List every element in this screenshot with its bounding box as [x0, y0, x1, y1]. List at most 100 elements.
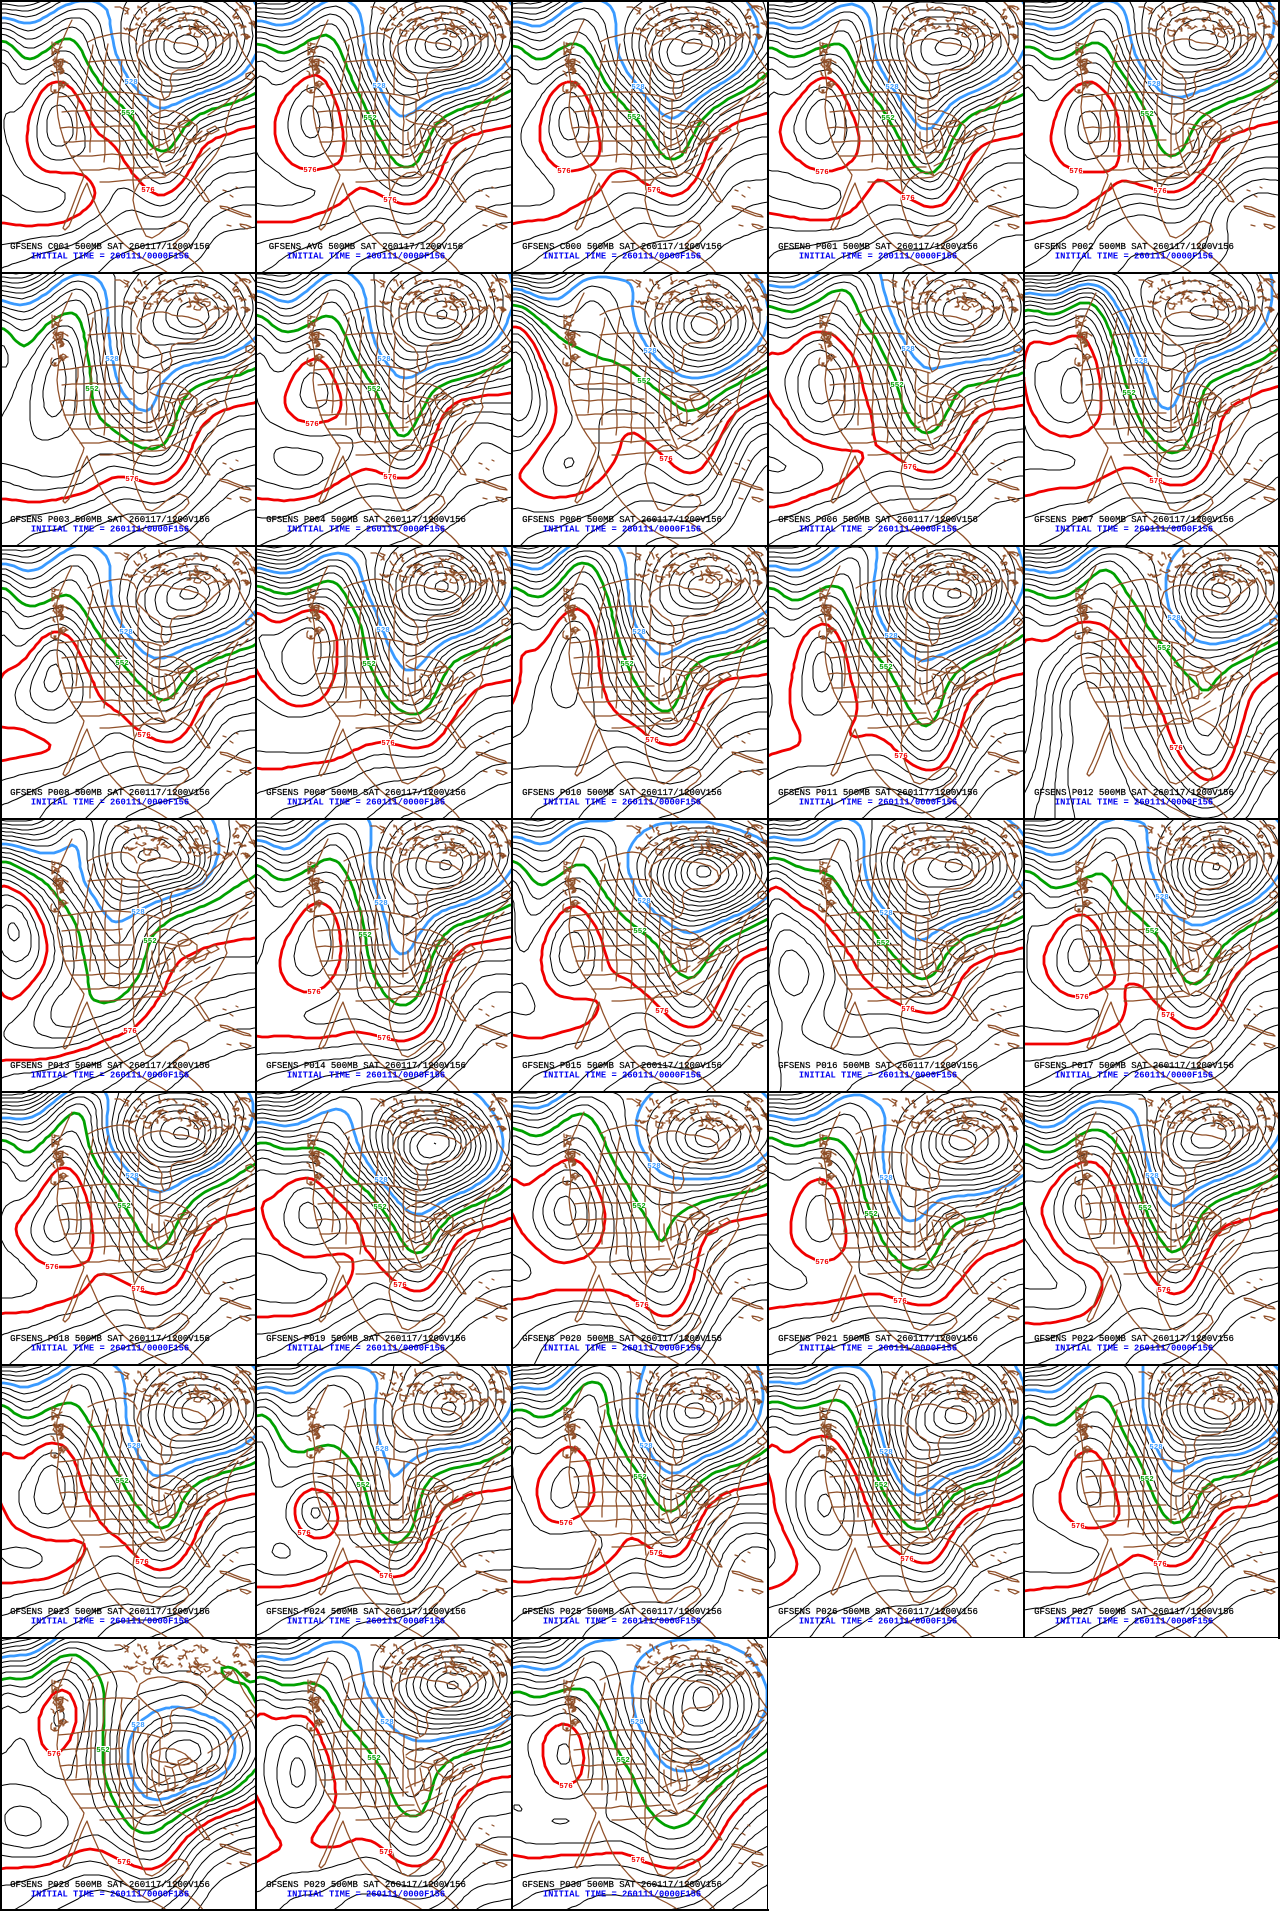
svg-text:552: 552: [85, 386, 99, 394]
svg-text:INITIAL TIME = 260111/0000F156: INITIAL TIME = 260111/0000F156: [543, 252, 701, 262]
svg-text:GFSENS P026 500MB SAT 260117/1: GFSENS P026 500MB SAT 260117/1200V156: [778, 1607, 978, 1617]
svg-text:576: 576: [123, 1028, 137, 1036]
svg-text:552: 552: [143, 938, 157, 946]
svg-text:GFSENS P010 500MB SAT 260117/1: GFSENS P010 500MB SAT 260117/1200V156: [522, 788, 722, 798]
svg-text:GFSENS P021 500MB SAT 260117/1: GFSENS P021 500MB SAT 260117/1200V156: [778, 1334, 978, 1344]
svg-text:GFSENS P007 500MB SAT 260117/1: GFSENS P007 500MB SAT 260117/1200V156: [1034, 515, 1234, 525]
svg-text:GFSENS P029 500MB SAT 260117/1: GFSENS P029 500MB SAT 260117/1200V156: [266, 1880, 466, 1890]
svg-text:528: 528: [119, 629, 133, 637]
svg-text:528: 528: [901, 346, 915, 354]
svg-text:528: 528: [127, 1443, 141, 1451]
svg-text:528: 528: [374, 1177, 388, 1185]
svg-text:552: 552: [627, 114, 641, 122]
svg-text:528: 528: [1155, 894, 1169, 902]
svg-text:552: 552: [632, 1203, 646, 1211]
svg-text:528: 528: [1147, 81, 1161, 89]
svg-text:528: 528: [374, 900, 388, 908]
svg-text:552: 552: [864, 1211, 878, 1219]
svg-text:552: 552: [876, 940, 890, 948]
svg-text:552: 552: [1140, 111, 1154, 119]
svg-text:INITIAL TIME = 260111/0000F156: INITIAL TIME = 260111/0000F156: [1055, 1071, 1213, 1081]
svg-text:576: 576: [559, 1520, 573, 1528]
svg-text:GFSENS C000 500MB SAT 260117/1: GFSENS C000 500MB SAT 260117/1200V156: [522, 242, 722, 252]
svg-text:576: 576: [893, 1298, 907, 1306]
svg-text:GFSENS P011 500MB SAT 260117/1: GFSENS P011 500MB SAT 260117/1200V156: [778, 788, 978, 798]
svg-text:528: 528: [377, 356, 391, 364]
svg-text:GFSENS P002 500MB SAT 260117/1: GFSENS P002 500MB SAT 260117/1200V156: [1034, 242, 1234, 252]
svg-text:528: 528: [1134, 358, 1148, 366]
svg-text:INITIAL TIME = 260111/0000F156: INITIAL TIME = 260111/0000F156: [31, 1071, 189, 1081]
svg-text:INITIAL TIME = 260111/0000F156: INITIAL TIME = 260111/0000F156: [287, 798, 445, 808]
svg-text:INITIAL TIME = 260111/0000F156: INITIAL TIME = 260111/0000F156: [31, 525, 189, 535]
svg-text:576: 576: [635, 1302, 649, 1310]
svg-text:576: 576: [297, 1530, 311, 1538]
svg-text:576: 576: [559, 1783, 573, 1791]
svg-text:552: 552: [115, 1478, 129, 1486]
svg-text:576: 576: [903, 464, 917, 472]
svg-text:576: 576: [125, 476, 139, 484]
svg-text:552: 552: [881, 115, 895, 123]
svg-text:552: 552: [373, 1204, 387, 1212]
svg-text:552: 552: [356, 1482, 370, 1490]
svg-text:552: 552: [874, 1482, 888, 1490]
svg-text:GFSENS P003 500MB SAT 260117/1: GFSENS P003 500MB SAT 260117/1200V156: [10, 515, 210, 525]
svg-text:GFSENS P028 500MB SAT 260117/1: GFSENS P028 500MB SAT 260117/1200V156: [10, 1880, 210, 1890]
svg-text:INITIAL TIME = 260111/0000F156: INITIAL TIME = 260111/0000F156: [799, 525, 957, 535]
svg-text:528: 528: [376, 627, 390, 635]
svg-text:528: 528: [372, 83, 386, 91]
svg-text:528: 528: [884, 633, 898, 641]
svg-text:GFSENS P006 500MB SAT 260117/1: GFSENS P006 500MB SAT 260117/1200V156: [778, 515, 978, 525]
svg-text:576: 576: [305, 421, 319, 429]
svg-text:528: 528: [885, 84, 899, 92]
svg-text:552: 552: [633, 1474, 647, 1482]
svg-text:528: 528: [879, 1449, 893, 1457]
svg-text:GFSENS P015 500MB SAT 260117/1: GFSENS P015 500MB SAT 260117/1200V156: [522, 1061, 722, 1071]
svg-text:GFSENS P004 500MB SAT 260117/1: GFSENS P004 500MB SAT 260117/1200V156: [266, 515, 466, 525]
svg-text:528: 528: [631, 84, 645, 92]
svg-text:GFSENS P022 500MB SAT 260117/1: GFSENS P022 500MB SAT 260117/1200V156: [1034, 1334, 1234, 1344]
svg-text:INITIAL TIME = 260111/0000F156: INITIAL TIME = 260111/0000F156: [799, 798, 957, 808]
svg-text:552: 552: [637, 378, 651, 386]
svg-text:528: 528: [131, 909, 145, 917]
svg-text:INITIAL TIME = 260111/0000F156: INITIAL TIME = 260111/0000F156: [543, 1344, 701, 1354]
svg-text:576: 576: [645, 737, 659, 745]
svg-text:INITIAL TIME = 260111/0000F156: INITIAL TIME = 260111/0000F156: [287, 1071, 445, 1081]
svg-text:INITIAL TIME = 260111/0000F156: INITIAL TIME = 260111/0000F156: [287, 1890, 445, 1900]
svg-text:GFSENS P027 500MB SAT 260117/1: GFSENS P027 500MB SAT 260117/1200V156: [1034, 1607, 1234, 1617]
svg-text:GFSENS P009 500MB SAT 260117/1: GFSENS P009 500MB SAT 260117/1200V156: [266, 788, 466, 798]
svg-text:576: 576: [47, 1751, 61, 1759]
svg-text:GFSENS P016 500MB SAT 260117/1: GFSENS P016 500MB SAT 260117/1200V156: [778, 1061, 978, 1071]
svg-text:576: 576: [131, 1286, 145, 1294]
svg-text:576: 576: [1153, 1561, 1167, 1569]
svg-text:576: 576: [1161, 1012, 1175, 1020]
svg-text:INITIAL TIME = 260111/0000F156: INITIAL TIME = 260111/0000F156: [799, 1071, 957, 1081]
svg-text:INITIAL TIME = 260111/0000F156: INITIAL TIME = 260111/0000F156: [1055, 525, 1213, 535]
svg-text:INITIAL TIME = 260111/0000F156: INITIAL TIME = 260111/0000F156: [31, 1890, 189, 1900]
svg-text:552: 552: [620, 661, 634, 669]
svg-text:INITIAL TIME = 260111/0000F156: INITIAL TIME = 260111/0000F156: [1055, 252, 1213, 262]
svg-text:576: 576: [655, 1008, 669, 1016]
svg-text:576: 576: [901, 1006, 915, 1014]
svg-text:576: 576: [649, 1550, 663, 1558]
svg-text:552: 552: [367, 1755, 381, 1763]
svg-text:528: 528: [124, 79, 138, 87]
svg-text:INITIAL TIME = 260111/0000F156: INITIAL TIME = 260111/0000F156: [31, 1344, 189, 1354]
svg-text:576: 576: [1075, 994, 1089, 1002]
svg-text:GFSENS P020 500MB SAT 260117/1: GFSENS P020 500MB SAT 260117/1200V156: [522, 1334, 722, 1344]
svg-text:528: 528: [879, 910, 893, 918]
svg-text:552: 552: [633, 928, 647, 936]
svg-text:552: 552: [363, 115, 377, 123]
svg-text:GFSENS P023 500MB SAT 260117/1: GFSENS P023 500MB SAT 260117/1200V156: [10, 1607, 210, 1617]
svg-text:576: 576: [659, 456, 673, 464]
svg-text:INITIAL TIME = 260111/0000F156: INITIAL TIME = 260111/0000F156: [543, 1617, 701, 1627]
svg-text:576: 576: [557, 168, 571, 176]
svg-text:GFSENS P018 500MB SAT 260117/1: GFSENS P018 500MB SAT 260117/1200V156: [10, 1334, 210, 1344]
svg-text:INITIAL TIME = 260111/0000F156: INITIAL TIME = 260111/0000F156: [543, 1890, 701, 1900]
svg-text:576: 576: [1069, 168, 1083, 176]
svg-text:576: 576: [1169, 745, 1183, 753]
svg-text:GFSENS P017 500MB SAT 260117/1: GFSENS P017 500MB SAT 260117/1200V156: [1034, 1061, 1234, 1071]
svg-text:552: 552: [1145, 928, 1159, 936]
svg-text:INITIAL TIME = 260111/0000F156: INITIAL TIME = 260111/0000F156: [799, 1617, 957, 1627]
svg-text:528: 528: [125, 1173, 139, 1181]
svg-text:GFSENS AVG 500MB SAT 260117/12: GFSENS AVG 500MB SAT 260117/1200V156: [269, 242, 463, 252]
